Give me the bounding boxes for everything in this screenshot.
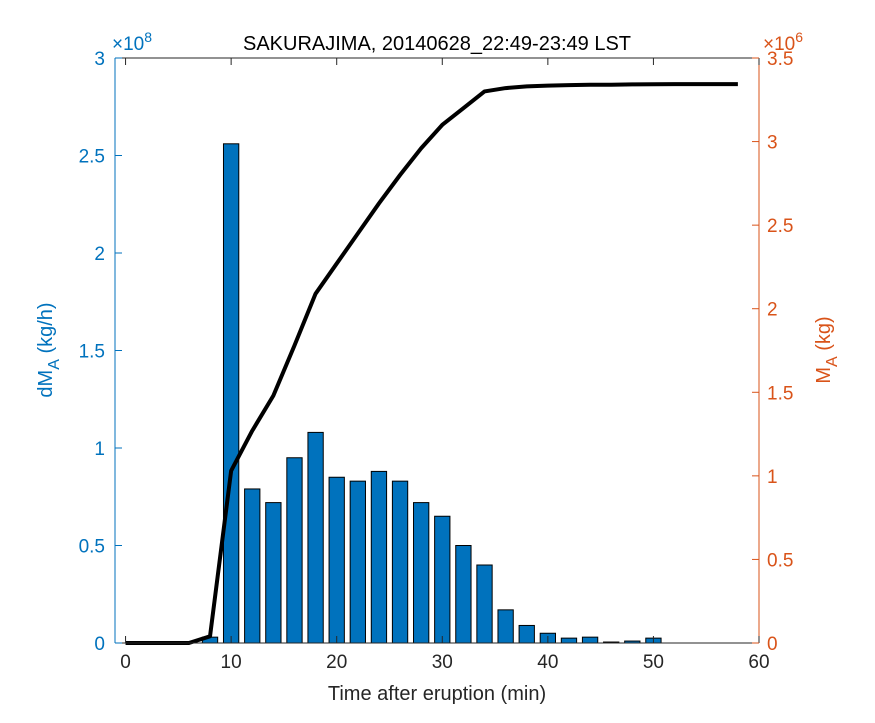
x-tick-label: 20 (326, 652, 347, 673)
bar (560, 637, 578, 644)
bar (518, 624, 535, 644)
y-left-tick-label: 0.5 (79, 537, 105, 558)
chart-title: SAKURAJIMA, 20140628_22:49-23:49 LST (243, 33, 631, 55)
y-right-tick-label: 3 (767, 133, 778, 154)
y-right-tick-label: 1.5 (767, 383, 793, 404)
y-left-tick-label: 3 (94, 49, 105, 70)
bar (370, 470, 388, 644)
x-axis-title: Time after eruption (min) (328, 683, 546, 705)
y-right-tick-label: 0.5 (767, 550, 793, 571)
bar (307, 431, 324, 644)
bar (581, 636, 599, 644)
y-left-axis-title: dMA (kg/h) (35, 302, 63, 397)
y-right-axis-title: MA (kg) (813, 316, 841, 383)
bar (476, 564, 493, 644)
bar (455, 545, 472, 644)
plot-area: 0 10 20 30 40 50 6000.511.522.5300.511.522.533… (35, 29, 841, 705)
y-right-tick-label: 0 (767, 634, 778, 655)
bar (413, 502, 430, 644)
bar (286, 457, 303, 644)
y-left-exponent: ×108 (112, 29, 152, 55)
x-tick-label: 0 (120, 652, 131, 673)
cumulative-line (125, 82, 738, 645)
bar (434, 515, 451, 644)
y-left-tick-label: 2.5 (79, 147, 105, 168)
bar (349, 480, 366, 644)
y-right-tick-label: 1 (767, 467, 778, 488)
bar (328, 476, 345, 644)
y-right-tick-label: 3.5 (767, 49, 793, 70)
y-left-tick-label: 1.5 (79, 342, 105, 363)
x-tick-label: 60 (748, 652, 769, 673)
x-tick-label: 30 (432, 652, 453, 673)
y-left-tick-label: 2 (94, 244, 105, 265)
bar (391, 480, 409, 644)
bar (497, 609, 514, 644)
x-tick-label: 10 (221, 652, 242, 673)
y-right-exponent: ×106 (763, 29, 803, 55)
y-right-tick-label: 2 (767, 300, 778, 321)
bar (265, 502, 282, 644)
x-tick-label: 40 (537, 652, 558, 673)
y-left-tick-label: 1 (94, 439, 105, 460)
y-left-tick-label: 0 (94, 634, 105, 655)
x-tick-label: 50 (643, 652, 664, 673)
y-right-tick-label: 2.5 (767, 216, 793, 237)
bar (244, 488, 261, 644)
bar (222, 143, 240, 644)
